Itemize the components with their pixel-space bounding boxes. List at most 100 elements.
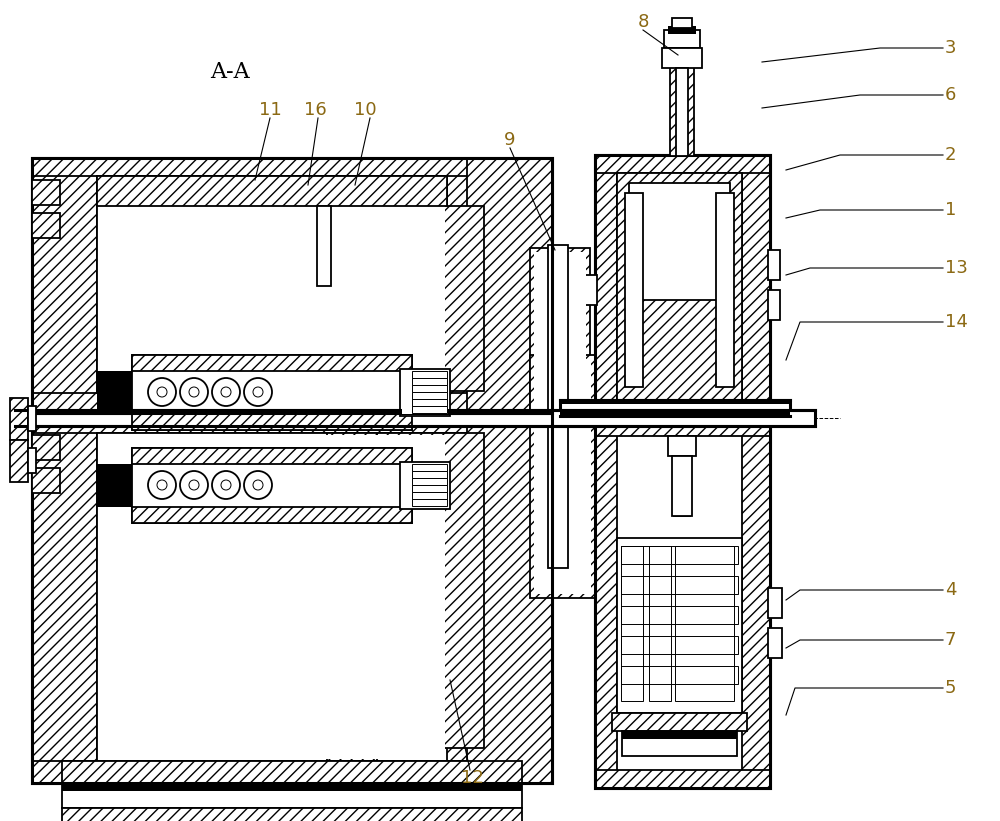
Bar (560, 412, 790, 416)
Bar (674, 436, 690, 516)
Bar (672, 456, 692, 516)
Bar (631, 185, 728, 298)
Text: 14: 14 (945, 313, 968, 331)
Bar (595, 418, 770, 436)
Text: 3: 3 (945, 39, 956, 57)
Bar (132, 355, 412, 430)
Bar (768, 628, 782, 658)
Text: 5: 5 (945, 679, 956, 697)
Bar (668, 26, 696, 34)
Bar (28, 448, 36, 473)
Text: 10: 10 (354, 101, 376, 119)
Bar (621, 606, 738, 624)
Bar (534, 422, 591, 594)
Circle shape (157, 480, 167, 490)
Bar (377, 433, 484, 748)
Bar (617, 538, 742, 713)
Bar (627, 195, 641, 385)
Bar (467, 158, 552, 413)
Bar (768, 250, 780, 280)
Circle shape (212, 378, 240, 406)
Text: A-A: A-A (210, 61, 250, 83)
Bar (612, 713, 747, 731)
Bar (621, 666, 738, 684)
Text: 13: 13 (945, 259, 968, 277)
Bar (595, 155, 770, 425)
Bar (595, 418, 617, 788)
Bar (530, 248, 590, 418)
Bar (534, 359, 591, 406)
Bar (132, 448, 412, 464)
Bar (377, 206, 484, 391)
Bar (629, 183, 730, 300)
Bar (10, 398, 28, 440)
Bar (716, 193, 734, 387)
Bar (412, 499, 447, 506)
Bar (32, 213, 60, 238)
Bar (664, 30, 700, 48)
Text: 16: 16 (304, 101, 326, 119)
Bar (548, 245, 568, 435)
Bar (412, 485, 447, 492)
Bar (412, 371, 447, 378)
Bar (317, 206, 331, 286)
Circle shape (148, 378, 176, 406)
Bar (530, 355, 595, 410)
Bar (622, 731, 737, 739)
Bar (629, 183, 730, 300)
Bar (32, 468, 60, 493)
Bar (32, 158, 552, 176)
Bar (676, 68, 688, 156)
Bar (62, 783, 522, 808)
Bar (467, 413, 552, 783)
Circle shape (180, 471, 208, 499)
Bar (32, 413, 552, 433)
Bar (412, 492, 447, 499)
Bar (32, 761, 552, 783)
Bar (613, 167, 752, 413)
Bar (662, 48, 702, 68)
Bar (742, 155, 770, 425)
Bar (32, 158, 552, 413)
Circle shape (157, 387, 167, 397)
Bar (621, 546, 738, 564)
Bar (402, 371, 448, 414)
Text: 8: 8 (637, 13, 649, 31)
Bar (412, 464, 447, 471)
Bar (97, 371, 132, 414)
Bar (97, 176, 447, 206)
Bar (718, 195, 732, 385)
Bar (768, 588, 782, 618)
Bar (621, 636, 738, 654)
Bar (622, 731, 737, 756)
Circle shape (244, 378, 272, 406)
Bar (132, 448, 412, 523)
Bar (621, 546, 643, 701)
Bar (32, 158, 552, 413)
Bar (32, 413, 97, 783)
Bar (97, 176, 447, 393)
Circle shape (221, 387, 231, 397)
Bar (15, 410, 815, 426)
Bar (62, 808, 522, 821)
Bar (412, 471, 447, 478)
Circle shape (189, 480, 199, 490)
Bar (595, 407, 770, 425)
Bar (32, 180, 60, 205)
Bar (560, 400, 790, 416)
Bar (585, 275, 597, 305)
Bar (595, 770, 770, 788)
Circle shape (253, 480, 263, 490)
Circle shape (212, 471, 240, 499)
Bar (400, 369, 450, 416)
Bar (28, 406, 36, 431)
Bar (768, 290, 780, 320)
Text: 11: 11 (259, 101, 281, 119)
Bar (668, 436, 696, 456)
Bar (595, 155, 770, 173)
Bar (412, 385, 447, 392)
Circle shape (189, 387, 199, 397)
Bar (32, 413, 552, 783)
Bar (617, 173, 742, 407)
Bar (97, 433, 447, 761)
